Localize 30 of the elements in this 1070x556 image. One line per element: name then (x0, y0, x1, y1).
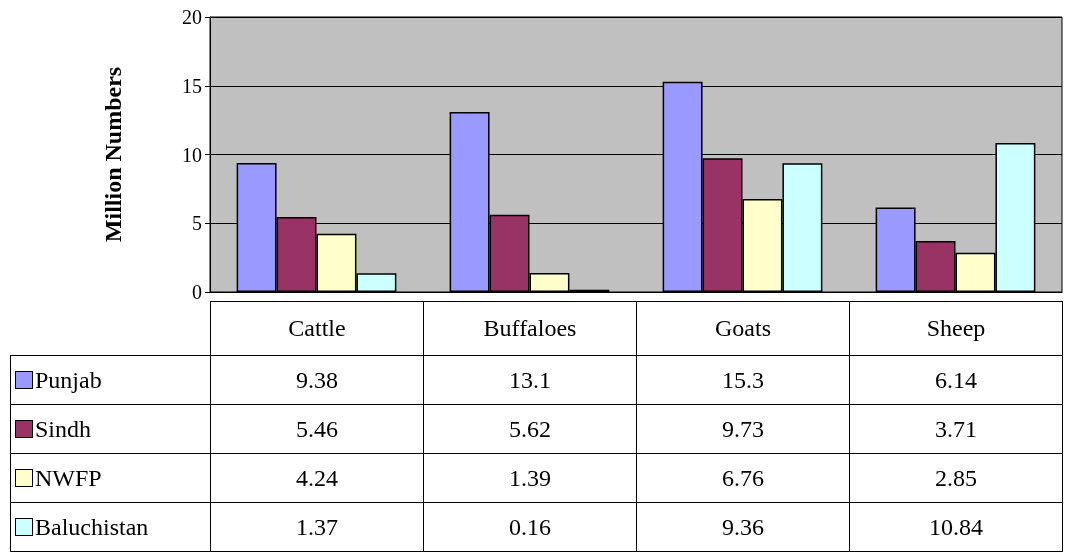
y-tick-label: 0 (192, 281, 202, 303)
legend-label: Baluchistan (35, 513, 149, 540)
y-axis-title: Million Numbers (100, 66, 126, 243)
data-label: 15.3 (636, 355, 850, 405)
data-label: 1.37 (210, 502, 424, 552)
x-tick-label: Sheep (849, 301, 1063, 356)
data-label: 9.73 (636, 404, 850, 454)
y-tick-label: 20 (182, 6, 202, 28)
data-label: 5.62 (423, 404, 637, 454)
y-tick-label: 10 (182, 143, 202, 166)
data-label: 2.85 (849, 453, 1063, 503)
y-tick-label: 5 (192, 212, 202, 235)
data-label: 0.16 (423, 502, 637, 552)
data-label: 1.39 (423, 453, 637, 503)
data-label: 5.46 (210, 404, 424, 454)
data-label: 9.36 (636, 502, 850, 552)
legend-label: Punjab (35, 366, 102, 393)
y-tick-label: 15 (182, 74, 202, 97)
x-tick-label: Goats (636, 301, 850, 356)
x-tick-label: Cattle (210, 301, 424, 356)
data-label: 6.14 (849, 355, 1063, 405)
legend-label: Sindh (35, 415, 92, 442)
data-label: 9.38 (210, 355, 424, 405)
data-label: 3.71 (849, 404, 1063, 454)
data-label: 6.76 (636, 453, 850, 503)
x-tick-label: Buffaloes (423, 301, 637, 356)
legend-label: NWFP (35, 464, 102, 491)
data-label: 4.24 (210, 453, 424, 503)
data-label: 13.1 (423, 355, 637, 405)
data-label: 10.84 (849, 502, 1063, 552)
